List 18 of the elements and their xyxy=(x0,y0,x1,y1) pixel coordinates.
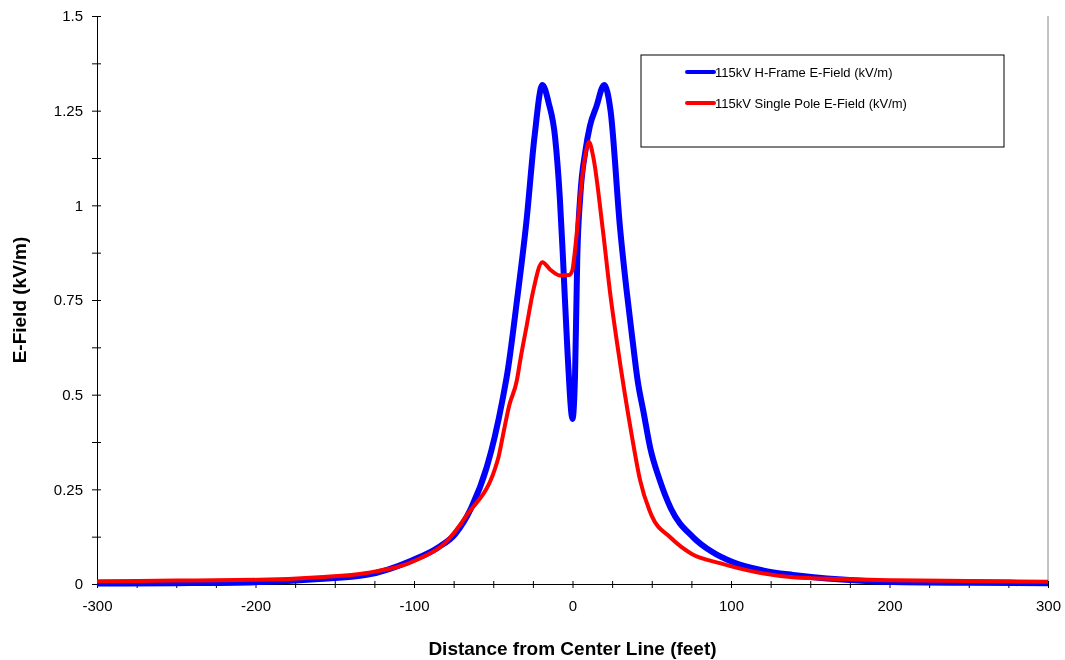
y-tick-label: 0.5 xyxy=(62,385,83,403)
x-tick-label: -300 xyxy=(82,597,113,614)
x-axis-title: Distance from Center Line (feet) xyxy=(428,638,717,659)
x-tick-label: 300 xyxy=(1035,597,1062,614)
legend-label: 115kV Single Pole E-Field (kV/m) xyxy=(715,96,907,111)
y-tick-label: 1.5 xyxy=(62,7,83,25)
y-tick-label: 1.25 xyxy=(53,101,83,119)
legend-label: 115kV H-Frame E-Field (kV/m) xyxy=(715,65,893,80)
x-tick-label: 200 xyxy=(877,597,903,614)
x-tick-label: 0 xyxy=(568,597,578,614)
y-tick-label: 1 xyxy=(74,196,83,214)
x-tick-label: -200 xyxy=(240,597,272,614)
y-tick-label: 0.25 xyxy=(53,480,83,498)
y-axis-title: E-Field (kV/m) xyxy=(9,236,30,364)
y-tick-label: 0.75 xyxy=(53,291,83,309)
x-tick-label: -100 xyxy=(399,597,430,614)
y-tick-label: 0 xyxy=(74,575,83,593)
x-tick-label: 100 xyxy=(718,597,745,614)
